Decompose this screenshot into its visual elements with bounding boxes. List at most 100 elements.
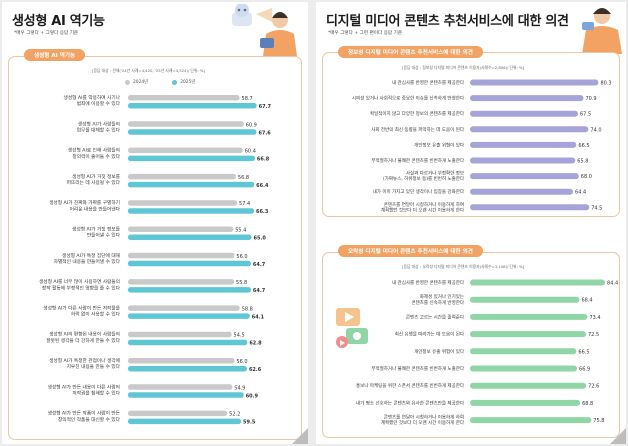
category-label: 개인정보 유출 위험이 있다 — [414, 141, 465, 148]
value-label: 66.8 — [257, 157, 270, 163]
left-subtitle: *매우 그렇다 + 그렇다 응답 기준 — [14, 31, 79, 36]
value-label: 73.4 — [589, 315, 600, 321]
category-label: 내가 이미 가지고 있던 생각이나 입장을 강화한다 — [373, 188, 465, 195]
right-subtitle: *매우 그렇다 + 그런 편이다 응답 기준 — [328, 31, 403, 36]
value-label: 66.3 — [256, 209, 269, 215]
category-label: 부적절하거나 불쾌한 콘텐츠를 빈번하게 노출한다 — [371, 157, 465, 164]
value-label: 68.8 — [582, 401, 593, 407]
robot-person-illustration — [232, 4, 298, 64]
category-label: 개인정보 유출 위험이 있다 — [414, 348, 465, 355]
value-label: 60.4 — [245, 149, 256, 155]
value-label: 74.0 — [590, 127, 601, 133]
category-label: 내 관심사를 반영한 콘텐츠를 제공한다 — [392, 79, 465, 86]
value-label: 67.5 — [580, 112, 591, 118]
entertainment-recommendation-chart: 내 관심사를 반영한 콘텐츠를 제공한다 84.4 화제성 있거나 인기있는 콘텐츠를… — [356, 279, 618, 427]
bar-2025 — [128, 313, 250, 319]
category-label: 최신 유행을 따라가는 데 도움이 된다 — [395, 331, 465, 338]
category-label: 콘텐츠 고르는 시간을 줄여준다 — [406, 313, 465, 320]
right-title: 디지털 미디어 콘텐츠 추천서비스에 대한 의견 — [326, 14, 569, 29]
category-label: 생성형 AI가 특정 집단에 대해 차별적인 내용을 만들어낼 수 있다 — [54, 252, 121, 265]
value-label: 68.0 — [581, 174, 592, 180]
value-label: 59.5 — [243, 420, 256, 426]
category-label: 내가 평소 선호하는 콘텐츠와 유사한 콘텐츠만을 제공한다 — [356, 399, 465, 406]
category-label: 콘텐츠를 연달아 시청하거나 이용하게 하여 계획했던 것보다 더 오랜 시간 이… — [381, 414, 465, 427]
bar-2024 — [128, 305, 240, 311]
page-corner-fold — [610, 428, 626, 444]
value-label: 58.7 — [242, 96, 253, 102]
value-label: 62.6 — [249, 367, 262, 373]
value-label: 55.8 — [236, 280, 247, 286]
bar-2024 — [128, 173, 236, 180]
category-label: 생성형 AI의 편향된 내용이 사람들의 잘못된 생각을 더 강하게 만들 수 있… — [46, 331, 120, 344]
bar-2024 — [128, 121, 244, 127]
bar-2025 — [128, 339, 248, 346]
bar-2025 — [128, 287, 251, 293]
category-label: 획일적이지 않고 다양한 정보의 콘텐츠를 제공한다 — [370, 110, 465, 117]
value-label: 74.5 — [591, 205, 602, 211]
category-label: 생성형 AI가 거짓 정보를 만들어낼 수 있다 — [72, 226, 121, 239]
category-label: 생성형 AI가 특정한 관점이나 생각에 치우친 내용을 만들 수 있다 — [49, 357, 121, 370]
bar — [470, 296, 580, 303]
left-chart-card — [8, 56, 302, 440]
value-label: 60.9 — [246, 393, 259, 399]
legend-2024-swatch — [125, 79, 130, 85]
info-recommendation-chart: 내 관심사를 반영한 콘텐츠를 제공한다 80.3 시의성 있거나 사회적으로 중요… — [352, 79, 612, 214]
category-label: 내 관심사를 반영한 콘텐츠를 제공한다 — [392, 279, 465, 286]
bar — [470, 348, 577, 355]
value-label: 54.5 — [234, 333, 245, 339]
bar-2025 — [128, 155, 255, 162]
left-legend: 2024년 2025년 — [125, 79, 195, 85]
value-label: 64.7 — [253, 262, 266, 268]
value-label: 57.4 — [239, 201, 250, 207]
left-page: 생성형 AI 역기능 *매우 그렇다 + 그렇다 응답 기준 생성형 AI 역기… — [2, 2, 308, 444]
value-label: 60.9 — [246, 122, 257, 128]
value-label: 52.2 — [229, 412, 240, 418]
value-label: 80.3 — [600, 81, 611, 87]
value-label: 65.0 — [254, 236, 267, 242]
legend-2025-swatch — [172, 79, 178, 85]
bar — [470, 365, 578, 372]
bar — [470, 417, 592, 424]
category-label: 시의성 있거나 사회적으로 중요한 이슈를 신속하게 반영한다 — [352, 95, 465, 102]
value-label: 55.4 — [235, 228, 246, 234]
bar — [470, 382, 587, 389]
bar-2025 — [128, 129, 257, 135]
category-label: 생성형 AI가 진짜와 가짜를 구별하기 어려운 내용을 만들어낸다 — [49, 199, 121, 212]
bar — [470, 110, 578, 117]
bar-2024 — [128, 384, 233, 390]
bar-2024 — [128, 95, 240, 101]
value-label: 56.0 — [236, 359, 247, 365]
info-section-label: 정보성 디지털 미디어 콘텐츠 추천서비스에 대한 의견 — [338, 46, 483, 58]
category-label: 생성형 AI를 악용하여 사기나 범죄에 이용할 수 있다 — [64, 94, 121, 107]
value-label: 72.5 — [588, 332, 599, 338]
value-label: 66.5 — [578, 349, 589, 355]
bar-2024 — [128, 200, 238, 206]
bar — [470, 331, 586, 338]
value-label: 66.4 — [256, 183, 269, 189]
bar — [470, 399, 581, 406]
bar-2025 — [128, 234, 252, 240]
bar-2025 — [128, 181, 255, 188]
ai-dysfunction-chart: 생성형 AI를 악용하여 사기나 범죄에 이용할 수 있다 58.7 67.7 생성형 … — [39, 94, 272, 426]
entertainment-note: [응답 대상 : 오락성 디지털 미디어 콘텐츠 이용자(사례수=3,158)/… — [402, 264, 525, 269]
value-label: 58.8 — [242, 306, 253, 312]
category-label: 생성형 AI가 사람들의 업무를 대체할 수 있다 — [77, 120, 121, 133]
bar-2024 — [128, 358, 235, 364]
category-label: 생성형 AI로 인해 사람들의 창의력이 줄어들 수 있다 — [68, 147, 121, 160]
category-label: 생성형 AI가 다른 사람이 만든 저작물을 허락 없이 사용할 수 있다 — [43, 304, 120, 317]
legend-2024-label: 2024년 — [133, 80, 149, 85]
category-label: 콘텐츠를 연달아 시청하거나 이용하게 하여 계획했던 것보다 더 오랜 시간 이… — [381, 201, 465, 214]
page-corner-fold — [292, 428, 308, 444]
value-label: 66.5 — [578, 143, 589, 149]
bar — [470, 173, 579, 180]
value-label: 64.4 — [575, 190, 586, 196]
entertainment-section-label: 오락성 디지털 미디어 콘텐츠 추천서비스에 대한 의견 — [338, 245, 483, 257]
value-label: 75.8 — [593, 418, 604, 424]
value-label: 56.8 — [238, 175, 249, 181]
category-label: 생성형 AI를 너무 많이 사용하면 사람들의 창작 활동에 부정적인 영향을 줄… — [39, 278, 121, 291]
category-label: 생성형 AI가 만든 작품이 사람이 만든 창의적인 작품을 대신할 수 있다 — [48, 410, 121, 423]
bar-2025 — [128, 260, 251, 267]
category-label: 홍보나 마케팅을 위한 스폰서 콘텐츠를 빈번하게 제공한다 — [356, 382, 465, 389]
bar-2025 — [128, 208, 254, 214]
right-page: 디지털 미디어 콘텐츠 추천서비스에 대한 의견 *매우 그렇다 + 그런 편이… — [316, 2, 626, 444]
